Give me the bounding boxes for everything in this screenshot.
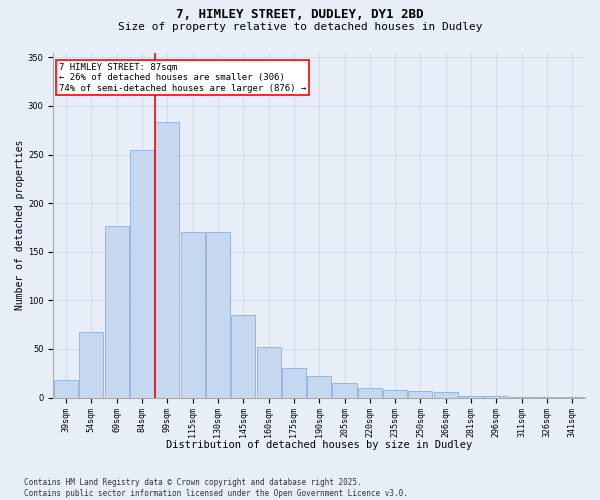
Text: Size of property relative to detached houses in Dudley: Size of property relative to detached ho… — [118, 22, 482, 32]
Bar — [155, 122, 179, 398]
Bar — [535, 396, 559, 398]
Bar — [484, 396, 508, 398]
Bar — [231, 315, 255, 398]
Bar — [54, 380, 78, 398]
Bar — [79, 332, 103, 398]
Bar — [560, 396, 584, 398]
Text: 7, HIMLEY STREET, DUDLEY, DY1 2BD: 7, HIMLEY STREET, DUDLEY, DY1 2BD — [176, 8, 424, 20]
Bar — [257, 347, 281, 398]
Bar — [181, 232, 205, 398]
Bar — [206, 232, 230, 398]
Bar — [130, 150, 154, 398]
X-axis label: Distribution of detached houses by size in Dudley: Distribution of detached houses by size … — [166, 440, 472, 450]
Text: 7 HIMLEY STREET: 87sqm
← 26% of detached houses are smaller (306)
74% of semi-de: 7 HIMLEY STREET: 87sqm ← 26% of detached… — [59, 63, 306, 92]
Bar — [307, 376, 331, 398]
Bar — [104, 226, 128, 398]
Bar — [409, 390, 433, 398]
Bar — [358, 388, 382, 398]
Bar — [332, 383, 356, 398]
Y-axis label: Number of detached properties: Number of detached properties — [15, 140, 25, 310]
Bar — [282, 368, 306, 398]
Bar — [434, 392, 458, 398]
Bar — [459, 396, 483, 398]
Text: Contains HM Land Registry data © Crown copyright and database right 2025.
Contai: Contains HM Land Registry data © Crown c… — [24, 478, 408, 498]
Bar — [509, 396, 534, 398]
Bar — [383, 390, 407, 398]
